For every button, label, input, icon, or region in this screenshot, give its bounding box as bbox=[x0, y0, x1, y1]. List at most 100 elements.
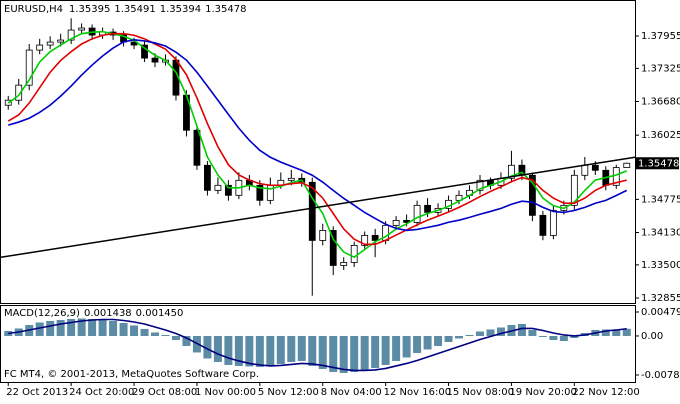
candle-body bbox=[151, 57, 159, 63]
indicator-bar bbox=[213, 335, 222, 362]
indicator-bar bbox=[56, 319, 65, 336]
indicator-bar bbox=[538, 335, 547, 337]
indicator-bar bbox=[224, 335, 233, 365]
candle-body bbox=[15, 84, 23, 101]
indicator-bar bbox=[130, 325, 139, 336]
indicator-bar bbox=[517, 323, 526, 336]
indicator-bar bbox=[35, 322, 44, 336]
candle-body bbox=[46, 41, 54, 46]
y-tick-label: 1.34130 bbox=[641, 228, 680, 239]
indicator-bar bbox=[559, 335, 568, 341]
indicator-bar bbox=[119, 322, 128, 336]
indicator-bar bbox=[255, 335, 264, 367]
candle-body bbox=[549, 209, 557, 236]
footer: FC MT4, © 2001-2013, MetaQuotes Software… bbox=[4, 369, 259, 380]
candle-body bbox=[371, 234, 379, 241]
price-box-label: 1.35478 bbox=[638, 158, 679, 169]
indicator-tick-label: -0.007806 bbox=[641, 370, 680, 381]
price-box bbox=[635, 157, 679, 170]
candle-body bbox=[67, 29, 75, 41]
candle-body bbox=[591, 164, 599, 171]
x-tick-label: 22 Nov 12:00 bbox=[572, 387, 639, 398]
indicator-bar bbox=[308, 335, 317, 366]
indicator-header: MACD(12,26,9) 0.001438 0.001450 bbox=[4, 308, 183, 319]
candle-body bbox=[25, 49, 33, 86]
indicator-histogram-value: 0.001438 bbox=[84, 308, 132, 319]
main-panel-frame bbox=[0, 0, 636, 304]
indicator-bar bbox=[245, 335, 254, 367]
header-low: 1.35394 bbox=[160, 4, 201, 15]
candle-body bbox=[539, 214, 547, 236]
y-tick-label: 1.34775 bbox=[641, 194, 680, 205]
candle-body bbox=[424, 204, 431, 213]
indicator-bar bbox=[455, 335, 464, 339]
indicator-bar bbox=[434, 335, 443, 346]
indicator-bar bbox=[88, 318, 97, 336]
indicator-bar bbox=[360, 335, 369, 370]
indicator-bar bbox=[98, 319, 107, 336]
indicator-bar bbox=[276, 335, 285, 364]
x-tick-label: 12 Nov 16:00 bbox=[384, 387, 451, 398]
indicator-bar bbox=[486, 329, 495, 336]
indicator-bar bbox=[465, 334, 474, 336]
indicator-bar bbox=[612, 329, 621, 336]
candle-body bbox=[529, 174, 536, 216]
indicator-bar bbox=[402, 335, 411, 358]
indicator-panel-frame bbox=[0, 305, 636, 383]
indicator-bar bbox=[67, 318, 76, 336]
indicator-bar bbox=[601, 329, 610, 336]
candle-body bbox=[476, 179, 484, 191]
trendline bbox=[0, 156, 636, 259]
y-tick-label: 1.36680 bbox=[641, 97, 680, 108]
x-tick-label: 15 Nov 08:00 bbox=[447, 387, 514, 398]
candle-body bbox=[141, 44, 148, 59]
candle-body bbox=[214, 184, 222, 191]
candle-body bbox=[329, 230, 337, 266]
y-tick-label: 1.37325 bbox=[641, 63, 680, 74]
indicator-bar bbox=[350, 335, 359, 372]
signal-line bbox=[8, 318, 627, 372]
indicator-bar bbox=[392, 335, 401, 361]
indicator-bar bbox=[297, 335, 306, 361]
indicator-bar bbox=[549, 335, 558, 340]
candle-body bbox=[392, 219, 400, 226]
indicator-signal-value: 0.001450 bbox=[136, 308, 184, 319]
indicator-bar bbox=[329, 335, 338, 372]
indicator-bar bbox=[182, 335, 191, 346]
candle-body bbox=[78, 27, 86, 31]
y-tick-label: 1.37955 bbox=[641, 31, 680, 42]
candle-body bbox=[340, 262, 348, 266]
y-tick-label: 1.32855 bbox=[641, 293, 680, 304]
indicator-bar bbox=[475, 331, 484, 336]
moving-average bbox=[7, 32, 627, 246]
y-tick-label: 1.36025 bbox=[641, 130, 680, 141]
indicator-bar bbox=[444, 335, 453, 342]
indicator-bar bbox=[161, 334, 170, 336]
candle-body bbox=[581, 164, 589, 176]
indicator-bar bbox=[528, 329, 537, 336]
indicator-tick-label: 0.004798 bbox=[641, 307, 680, 318]
candle-body bbox=[308, 181, 316, 241]
indicator-bar bbox=[423, 335, 432, 350]
candle-body bbox=[57, 39, 65, 43]
indicator-bar bbox=[496, 327, 505, 336]
indicator-bar bbox=[109, 320, 118, 336]
candle-body bbox=[350, 245, 358, 263]
marks bbox=[0, 18, 636, 373]
indicator-bar bbox=[203, 335, 212, 359]
indicator-bar bbox=[171, 335, 180, 340]
indicator-bar bbox=[77, 318, 86, 336]
indicator-bar bbox=[46, 320, 55, 336]
candle-body bbox=[204, 164, 211, 191]
indicator-bar bbox=[381, 335, 390, 365]
header-open: 1.35395 bbox=[69, 4, 110, 15]
x-tick-label: 5 Nov 12:00 bbox=[258, 387, 319, 398]
indicator-bar bbox=[151, 332, 160, 336]
moving-average bbox=[8, 39, 628, 232]
indicator-bar bbox=[287, 335, 296, 362]
header-close: 1.35478 bbox=[205, 4, 246, 15]
candle-body bbox=[413, 204, 421, 223]
chart-header: EURUSD,H4 1.35395 1.35491 1.35394 1.35478 bbox=[4, 4, 246, 15]
candle-body bbox=[570, 174, 578, 206]
